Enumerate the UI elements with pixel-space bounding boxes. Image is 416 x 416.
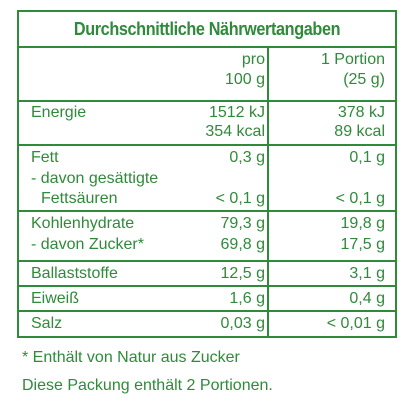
row-label-fett: Fett — [31, 149, 59, 166]
zucker-100g: 69,8 g — [220, 236, 265, 253]
divider — [19, 310, 395, 312]
zucker-portion: 17,5 g — [340, 236, 385, 253]
row-label-kohlenhydrate: Kohlenhydrate — [31, 215, 135, 232]
fett-100g: 0,3 g — [229, 149, 265, 166]
row-label-zucker: - davon Zucker* — [31, 236, 144, 253]
table-title: Durchschnittliche Nährwertangaben — [73, 18, 341, 39]
energie-100g-kj: 1512 kJ — [208, 104, 265, 121]
footnote-sugar: * Enthält von Natur aus Zucker — [22, 349, 240, 366]
ballaststoffe-portion: 3,1 g — [349, 265, 385, 282]
eiweiss-portion: 0,4 g — [349, 290, 385, 307]
divider — [19, 46, 395, 48]
divider — [19, 100, 395, 102]
column-divider — [267, 46, 269, 336]
row-label-gesaettigte-line2: Fettsäuren — [41, 190, 118, 207]
row-label-gesaettigte-line1: - davon gesättigte — [31, 170, 159, 187]
row-label-ballaststoffe: Ballaststoffe — [31, 265, 118, 282]
footnote-portions: Diese Packung enthält 2 Portionen. — [22, 377, 273, 394]
divider — [19, 285, 395, 287]
salz-portion: < 0,01 g — [326, 315, 385, 332]
kohlenhydrate-portion: 19,8 g — [340, 215, 385, 232]
kohlenhydrate-100g: 79,3 g — [220, 215, 265, 232]
gesaettigte-100g: < 0,1 g — [215, 190, 265, 207]
energie-portion-kcal: 89 kcal — [334, 123, 385, 140]
energie-100g-kcal: 354 kcal — [205, 123, 265, 140]
header-per-100g-line1: pro — [241, 51, 265, 68]
header-portion-line2: (25 g) — [343, 71, 385, 88]
divider — [19, 210, 395, 212]
header-per-100g-line2: 100 g — [224, 71, 265, 88]
eiweiss-100g: 1,6 g — [229, 290, 265, 307]
fett-portion: 0,1 g — [349, 149, 385, 166]
salz-100g: 0,03 g — [220, 315, 265, 332]
divider — [19, 260, 395, 262]
divider — [19, 144, 395, 146]
row-label-eiweiss: Eiweiß — [31, 290, 80, 307]
ballaststoffe-100g: 12,5 g — [220, 265, 265, 282]
row-label-salz: Salz — [31, 315, 63, 332]
energie-portion-kj: 378 kJ — [337, 104, 385, 121]
gesaettigte-portion: < 0,1 g — [335, 190, 385, 207]
nutrition-table: Durchschnittliche Nährwertangaben pro 10… — [17, 10, 397, 338]
header-portion-line1: 1 Portion — [320, 51, 385, 68]
row-label-energie: Energie — [31, 104, 87, 121]
